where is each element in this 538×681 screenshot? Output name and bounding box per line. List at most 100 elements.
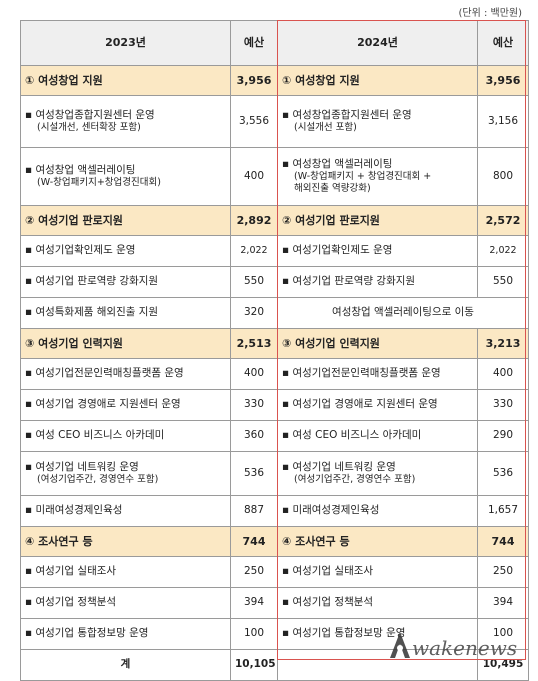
table-row: ▪ 여성 CEO 비즈니스 아카데미 360 ▪ 여성 CEO 비즈니스 아카데미 2… (20, 420, 529, 452)
table-row: ▪ 여성창업종합지원센터 운영 (시설개선, 센터확장 포함) 3,556 ▪ 여성창… (20, 95, 529, 148)
item-sublabel: (W-창업패키지 + 창업경진대회 + (294, 171, 432, 183)
item-2023: ▪ 여성 CEO 비즈니스 아카데미 (20, 420, 231, 452)
amount-2023: 320 (230, 297, 278, 329)
section-label-2023: ① 여성창업 지원 (20, 65, 231, 96)
item-sublabel: (시설개선 포함) (294, 122, 357, 134)
amount-2024: 100 (477, 618, 529, 650)
item-label: ▪ 여성기업 판로역량 강화지원 (25, 275, 159, 288)
table-row: ▪ 여성기업 통합정보망 운영 100 ▪ 여성기업 통합정보망 운영 100 (20, 618, 529, 650)
amount-2024: 400 (477, 358, 529, 390)
item-label: ▪ 여성기업 판로역량 강화지원 (282, 275, 416, 288)
item-2023: ▪ 여성창업종합지원센터 운영 (시설개선, 센터확장 포함) (20, 95, 231, 148)
amount-2024: 550 (477, 266, 529, 298)
section-amount-2023: 2,892 (230, 205, 278, 236)
amount-2023: 3,556 (230, 95, 278, 148)
amount-2024: 3,156 (477, 95, 529, 148)
table-row: ▪ 여성기업 판로역량 강화지원 550 ▪ 여성기업 판로역량 강화지원 550 (20, 266, 529, 298)
item-label: ▪ 여성기업전문인력매칭플랫폼 운영 (25, 367, 184, 380)
amount-2023: 394 (230, 587, 278, 619)
item-sublabel: (W-창업패키지+창업경진대회) (37, 177, 161, 189)
item-label: ▪ 여성기업 네트워킹 운영 (25, 461, 139, 473)
table-row: ▪ 여성기업확인제도 운영 2,022 ▪ 여성기업확인제도 운영 2,022 (20, 235, 529, 267)
item-2024: ▪ 미래여성경제인육성 (277, 495, 478, 527)
awakenews-watermark: wakenews (386, 628, 526, 662)
amount-2023: 536 (230, 451, 278, 496)
section-row: ③ 여성기업 인력지원 2,513 ③ 여성기업 인력지원 3,213 (20, 328, 529, 359)
amount-2023: 887 (230, 495, 278, 527)
item-sublabel: (여성기업주간, 경영연수 포함) (37, 474, 159, 486)
table-row: ▪ 미래여성경제인육성 887 ▪ 미래여성경제인육성 1,657 (20, 495, 529, 527)
item-label: ▪ 여성기업 정책분석 (282, 596, 374, 609)
item-sublabel: (여성기업주간, 경영연수 포함) (294, 474, 416, 486)
amount-2024: 250 (477, 556, 529, 588)
section-row: ④ 조사연구 등 744 ④ 조사연구 등 744 (20, 526, 529, 557)
section-amount-2023: 3,956 (230, 65, 278, 96)
section-amount-2024: 744 (477, 526, 529, 557)
item-2023: ▪ 여성특화제품 해외진출 지원 (20, 297, 231, 329)
moved-note-2024: 여성창업 액셀러레이팅으로 이동 (277, 297, 529, 329)
amount-2024: 536 (477, 451, 529, 496)
item-2023: ▪ 여성기업 통합정보망 운영 (20, 618, 231, 650)
amount-2024: 290 (477, 420, 529, 452)
item-2023: ▪ 여성기업 실태조사 (20, 556, 231, 588)
amount-2024: 1,657 (477, 495, 529, 527)
item-2023: ▪ 여성창업 액셀러레이팅 (W-창업패키지+창업경진대회) (20, 147, 231, 206)
amount-2023: 360 (230, 420, 278, 452)
section-label-2024: ② 여성기업 판로지원 (277, 205, 478, 236)
awakenews-logo-icon: wakenews (390, 632, 517, 660)
item-label: ▪ 여성기업 경영애로 지원센터 운영 (25, 398, 181, 411)
item-2023: ▪ 미래여성경제인육성 (20, 495, 231, 527)
item-2023: ▪ 여성기업전문인력매칭플랫폼 운영 (20, 358, 231, 390)
amount-2023: 330 (230, 389, 278, 421)
item-label: ▪ 여성기업 통합정보망 운영 (25, 627, 149, 640)
header-2023: 2023년 (20, 20, 231, 66)
amount-2023: 250 (230, 556, 278, 588)
section-amount-2024: 2,572 (477, 205, 529, 236)
section-amount-2024: 3,956 (477, 65, 529, 96)
amount-2023: 400 (230, 358, 278, 390)
table-row: ▪ 여성기업 실태조사 250 ▪ 여성기업 실태조사 250 (20, 556, 529, 588)
item-2023: ▪ 여성기업 네트워킹 운영 (여성기업주간, 경영연수 포함) (20, 451, 231, 496)
total-label: 계 (20, 649, 231, 681)
section-amount-2024: 3,213 (477, 328, 529, 359)
table-row: ▪ 여성창업 액셀러레이팅 (W-창업패키지+창업경진대회) 400 ▪ 여성창업 액… (20, 147, 529, 206)
amount-2023: 2,022 (230, 235, 278, 267)
item-label: ▪ 여성창업종합지원센터 운영 (282, 109, 412, 121)
item-2024: ▪ 여성창업종합지원센터 운영 (시설개선 포함) (277, 95, 478, 148)
item-label: ▪ 여성 CEO 비즈니스 아카데미 (282, 429, 422, 442)
section-row: ② 여성기업 판로지원 2,892 ② 여성기업 판로지원 2,572 (20, 205, 529, 236)
item-2023: ▪ 여성기업확인제도 운영 (20, 235, 231, 267)
item-sublabel: 해외진출 역량강화) (294, 183, 371, 195)
item-label: ▪ 여성기업 경영애로 지원센터 운영 (282, 398, 438, 411)
header-2024: 2024년 (277, 20, 478, 66)
header-budget-2024: 예산 (477, 20, 529, 66)
item-label: ▪ 여성기업전문인력매칭플랫폼 운영 (282, 367, 441, 380)
item-label: ▪ 여성기업 실태조사 (25, 565, 117, 578)
header-budget-2023: 예산 (230, 20, 278, 66)
section-label-2024: ① 여성창업 지원 (277, 65, 478, 96)
item-label: ▪ 여성기업 정책분석 (25, 596, 117, 609)
item-label: ▪ 여성특화제품 해외진출 지원 (25, 306, 159, 319)
table-row: ▪ 여성기업 네트워킹 운영 (여성기업주간, 경영연수 포함) 536 ▪ 여성기업… (20, 451, 529, 496)
total-amount-2023: 10,105 (230, 649, 278, 681)
item-2023: ▪ 여성기업 판로역량 강화지원 (20, 266, 231, 298)
item-sublabel: (시설개선, 센터확장 포함) (37, 122, 141, 134)
item-label: ▪ 여성창업 액셀러레이팅 (25, 164, 136, 176)
section-label-2023: ④ 조사연구 등 (20, 526, 231, 557)
section-label-2024: ③ 여성기업 인력지원 (277, 328, 478, 359)
item-label: ▪ 여성기업확인제도 운영 (25, 244, 136, 257)
table-header-row: 2023년 예산 2024년 예산 (20, 20, 529, 66)
section-label-2023: ③ 여성기업 인력지원 (20, 328, 231, 359)
table-row: ▪ 여성기업 정책분석 394 ▪ 여성기업 정책분석 394 (20, 587, 529, 619)
item-2024: ▪ 여성 CEO 비즈니스 아카데미 (277, 420, 478, 452)
section-label-2023: ② 여성기업 판로지원 (20, 205, 231, 236)
item-label: ▪ 여성 CEO 비즈니스 아카데미 (25, 429, 165, 442)
amount-2024: 800 (477, 147, 529, 206)
svg-text:wakenews: wakenews (412, 636, 517, 660)
item-label: ▪ 여성창업종합지원센터 운영 (25, 109, 155, 121)
amount-2024: 2,022 (477, 235, 529, 267)
unit-note: (단위 : 백만원) (458, 8, 522, 19)
item-2024: ▪ 여성기업 판로역량 강화지원 (277, 266, 478, 298)
item-label: ▪ 여성기업 네트워킹 운영 (282, 461, 396, 473)
amount-2023: 400 (230, 147, 278, 206)
